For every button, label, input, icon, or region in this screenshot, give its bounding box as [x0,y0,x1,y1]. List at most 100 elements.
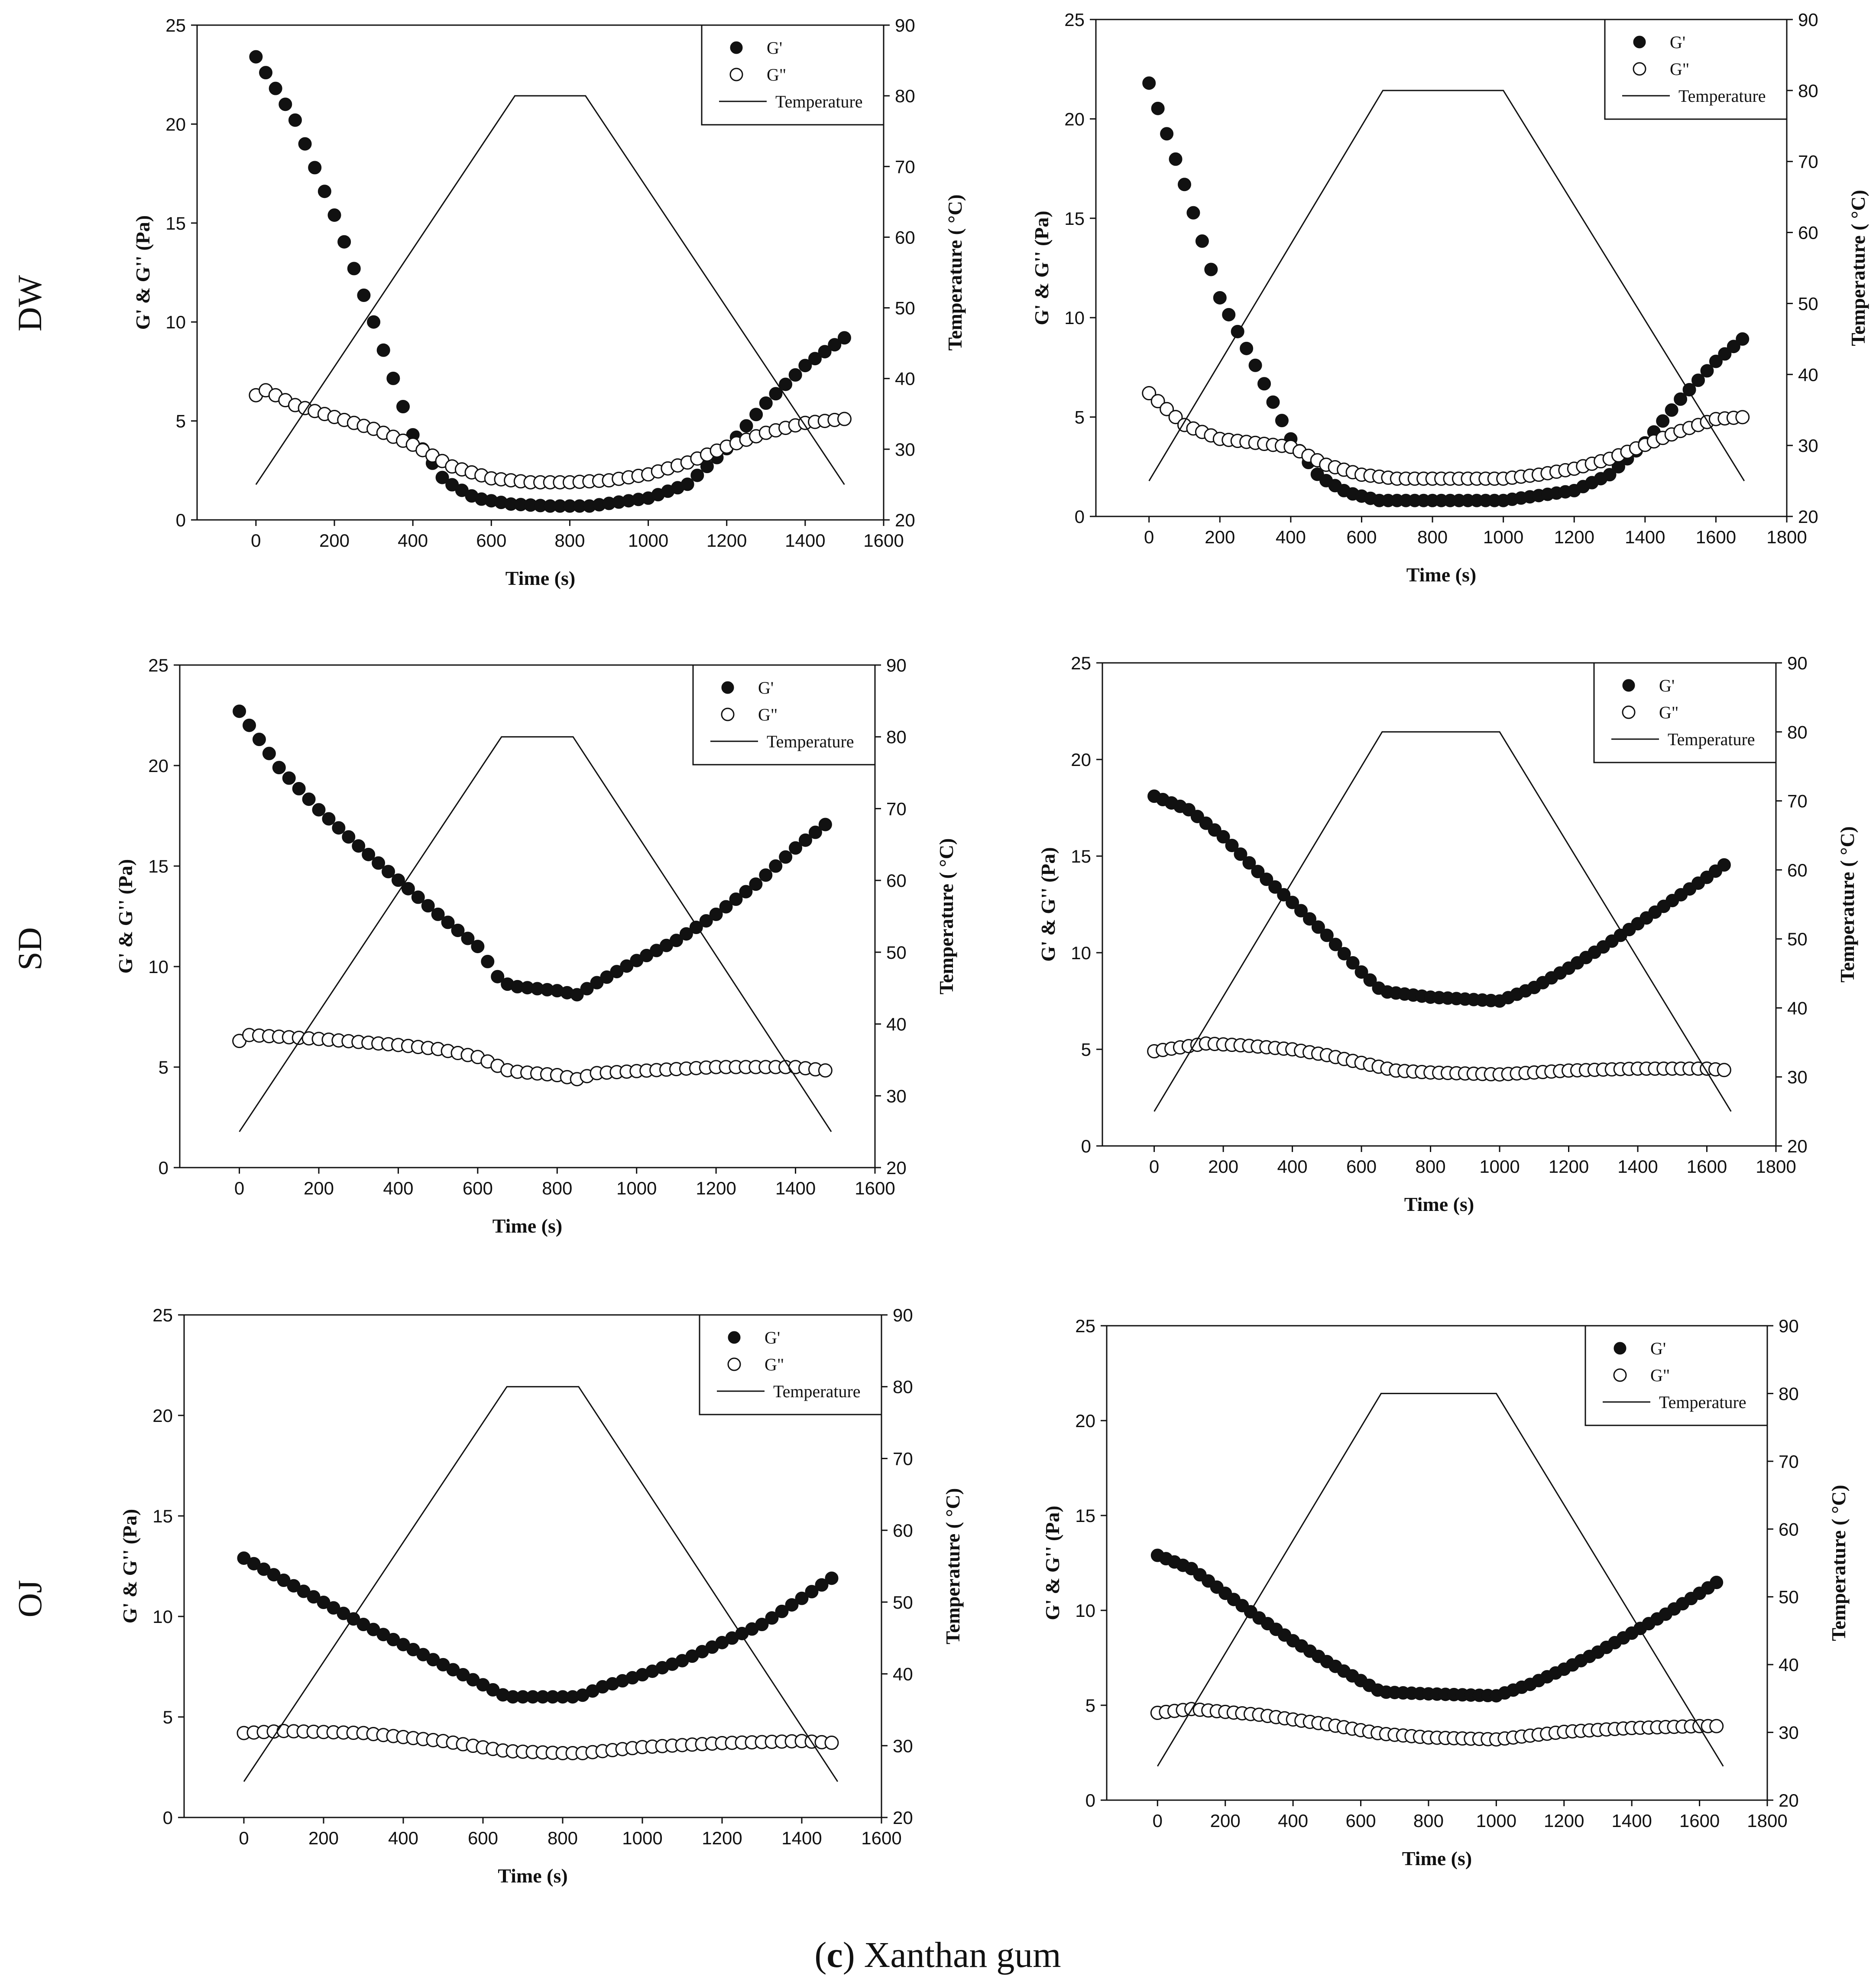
y2-tick-label: 40 [886,1014,907,1035]
chart-oj-1680: 0 200 400 600 800 1000 1200 1400 1600 1800 0 5 10 15 2… [1041,1316,1850,1869]
x-tick-label: 1400 [1625,527,1665,547]
y2-tick-label: 30 [1787,1067,1808,1087]
y2-tick-label: 30 [895,439,915,460]
x-tick-label: 1800 [1747,1811,1787,1831]
g-double-prime-point [837,412,852,426]
x-tick-label: 400 [398,530,428,551]
g-prime-point [1266,395,1280,409]
g-prime-point [1656,414,1670,428]
x-tick-label: 1400 [775,1178,816,1198]
x-tick-label: 600 [1346,1156,1377,1177]
x-tick-label: 400 [383,1178,413,1198]
chart-sd-1680: 0 200 400 600 800 1000 1200 1400 1600 1800 0 5 10 15 2… [1037,653,1858,1215]
g-prime-point [347,262,361,276]
x-tick-label: 200 [1210,1811,1241,1831]
g-prime-point [491,970,505,983]
legend-marker-g-prime [1633,36,1646,49]
g-prime-point [288,113,302,127]
g-prime-point [818,345,832,359]
legend-marker-g-double-prime [727,1357,741,1371]
y-axis-title: G' & G'' (Pa) [1030,211,1053,325]
legend: G' G" Temperature [1593,662,1777,763]
legend-marker-g-prime [730,41,743,54]
temperature-line [1153,731,1732,1112]
g-prime-point [259,66,272,80]
x-tick-label: 1800 [1756,1156,1796,1177]
g-prime-point [298,137,312,151]
y2-tick-label: 60 [893,1520,913,1541]
legend-marker-g-double-prime [1622,705,1636,719]
g-prime-point [1709,354,1723,368]
y-tick-label: 25 [1071,653,1091,673]
legend-label: G" [1650,1366,1670,1385]
temperature-line [1148,90,1745,481]
y2-tick-label: 40 [893,1664,913,1684]
g-prime-point [805,1585,819,1599]
x-tick-label: 400 [1277,1156,1308,1177]
g-prime-point [308,161,322,175]
y-tick-label: 5 [176,411,186,432]
g-prime-point [1710,1576,1724,1590]
y-tick-label: 0 [1085,1790,1095,1811]
y-tick-label: 15 [152,1506,173,1526]
y2-tick-label: 20 [1798,506,1818,527]
g-prime-point [808,352,822,366]
y-axis-title: G' & G'' (Pa) [1037,847,1059,961]
g-prime-point [1275,414,1289,428]
g-prime-point [1603,468,1617,482]
g-prime-point [1665,403,1678,417]
y2-tick-label: 70 [893,1448,913,1469]
g-double-prime-point [1735,410,1750,425]
x-tick-label: 0 [234,1178,244,1198]
g-prime-point [262,746,276,760]
caption-letter: c [826,1935,842,1975]
y2-tick-label: 80 [886,727,907,747]
chart-sd-1500: 0 200 400 600 800 1000 1200 1400 1600 0 5 10 15 20 25 2… [114,655,957,1237]
x-tick-label: 0 [1153,1811,1163,1831]
legend-marker-g-double-prime [1633,62,1646,76]
g-prime-point [1225,838,1239,852]
legend-label: G' [1650,1339,1666,1358]
x-tick-label: 1000 [1479,1156,1520,1177]
g-prime-point [292,782,306,795]
y2-axis-title: Temperature ( °C) [1847,190,1869,346]
y2-tick-label: 60 [1787,860,1808,880]
g-prime-point [332,821,346,835]
g-prime-point [729,892,743,906]
legend-box [1584,1325,1768,1426]
g-prime-point [1186,206,1200,220]
g-prime-point [779,850,793,864]
g-prime-point [779,377,793,391]
y2-tick-label: 40 [1779,1655,1799,1675]
legend-marker-g-prime [728,1331,741,1344]
y2-axis-title: Temperature ( °C) [942,1488,964,1645]
legend-label: Temperature [775,92,863,111]
g-prime-point [1251,865,1265,879]
x-tick-label: 800 [1413,1811,1444,1831]
y2-tick-label: 50 [886,942,907,963]
x-tick-label: 600 [1345,1811,1376,1831]
legend-label: G' [767,38,782,58]
y-tick-label: 25 [165,15,186,36]
g-prime-point [808,825,822,839]
y-tick-label: 20 [1071,750,1091,770]
x-tick-label: 1600 [1679,1811,1720,1831]
x-tick-label: 600 [463,1178,493,1198]
y2-tick-label: 80 [1787,722,1808,742]
y-tick-label: 20 [152,1405,173,1426]
y-tick-label: 10 [1075,1600,1095,1621]
g-prime-point [1700,364,1714,378]
g-prime-point [799,833,812,847]
g-prime-point [669,934,683,948]
y-tick-label: 10 [152,1606,173,1627]
x-tick-label: 600 [476,530,506,551]
g-prime-point [1294,904,1308,918]
g-prime-point [679,927,693,941]
g-prime-point [1213,291,1227,305]
g-prime-point [1242,856,1256,870]
y2-tick-label: 50 [895,298,915,318]
g-prime-point [818,818,832,831]
y-tick-label: 20 [165,114,186,134]
legend: G' G" Temperature [1584,1325,1768,1426]
y2-tick-label: 70 [1779,1451,1799,1472]
